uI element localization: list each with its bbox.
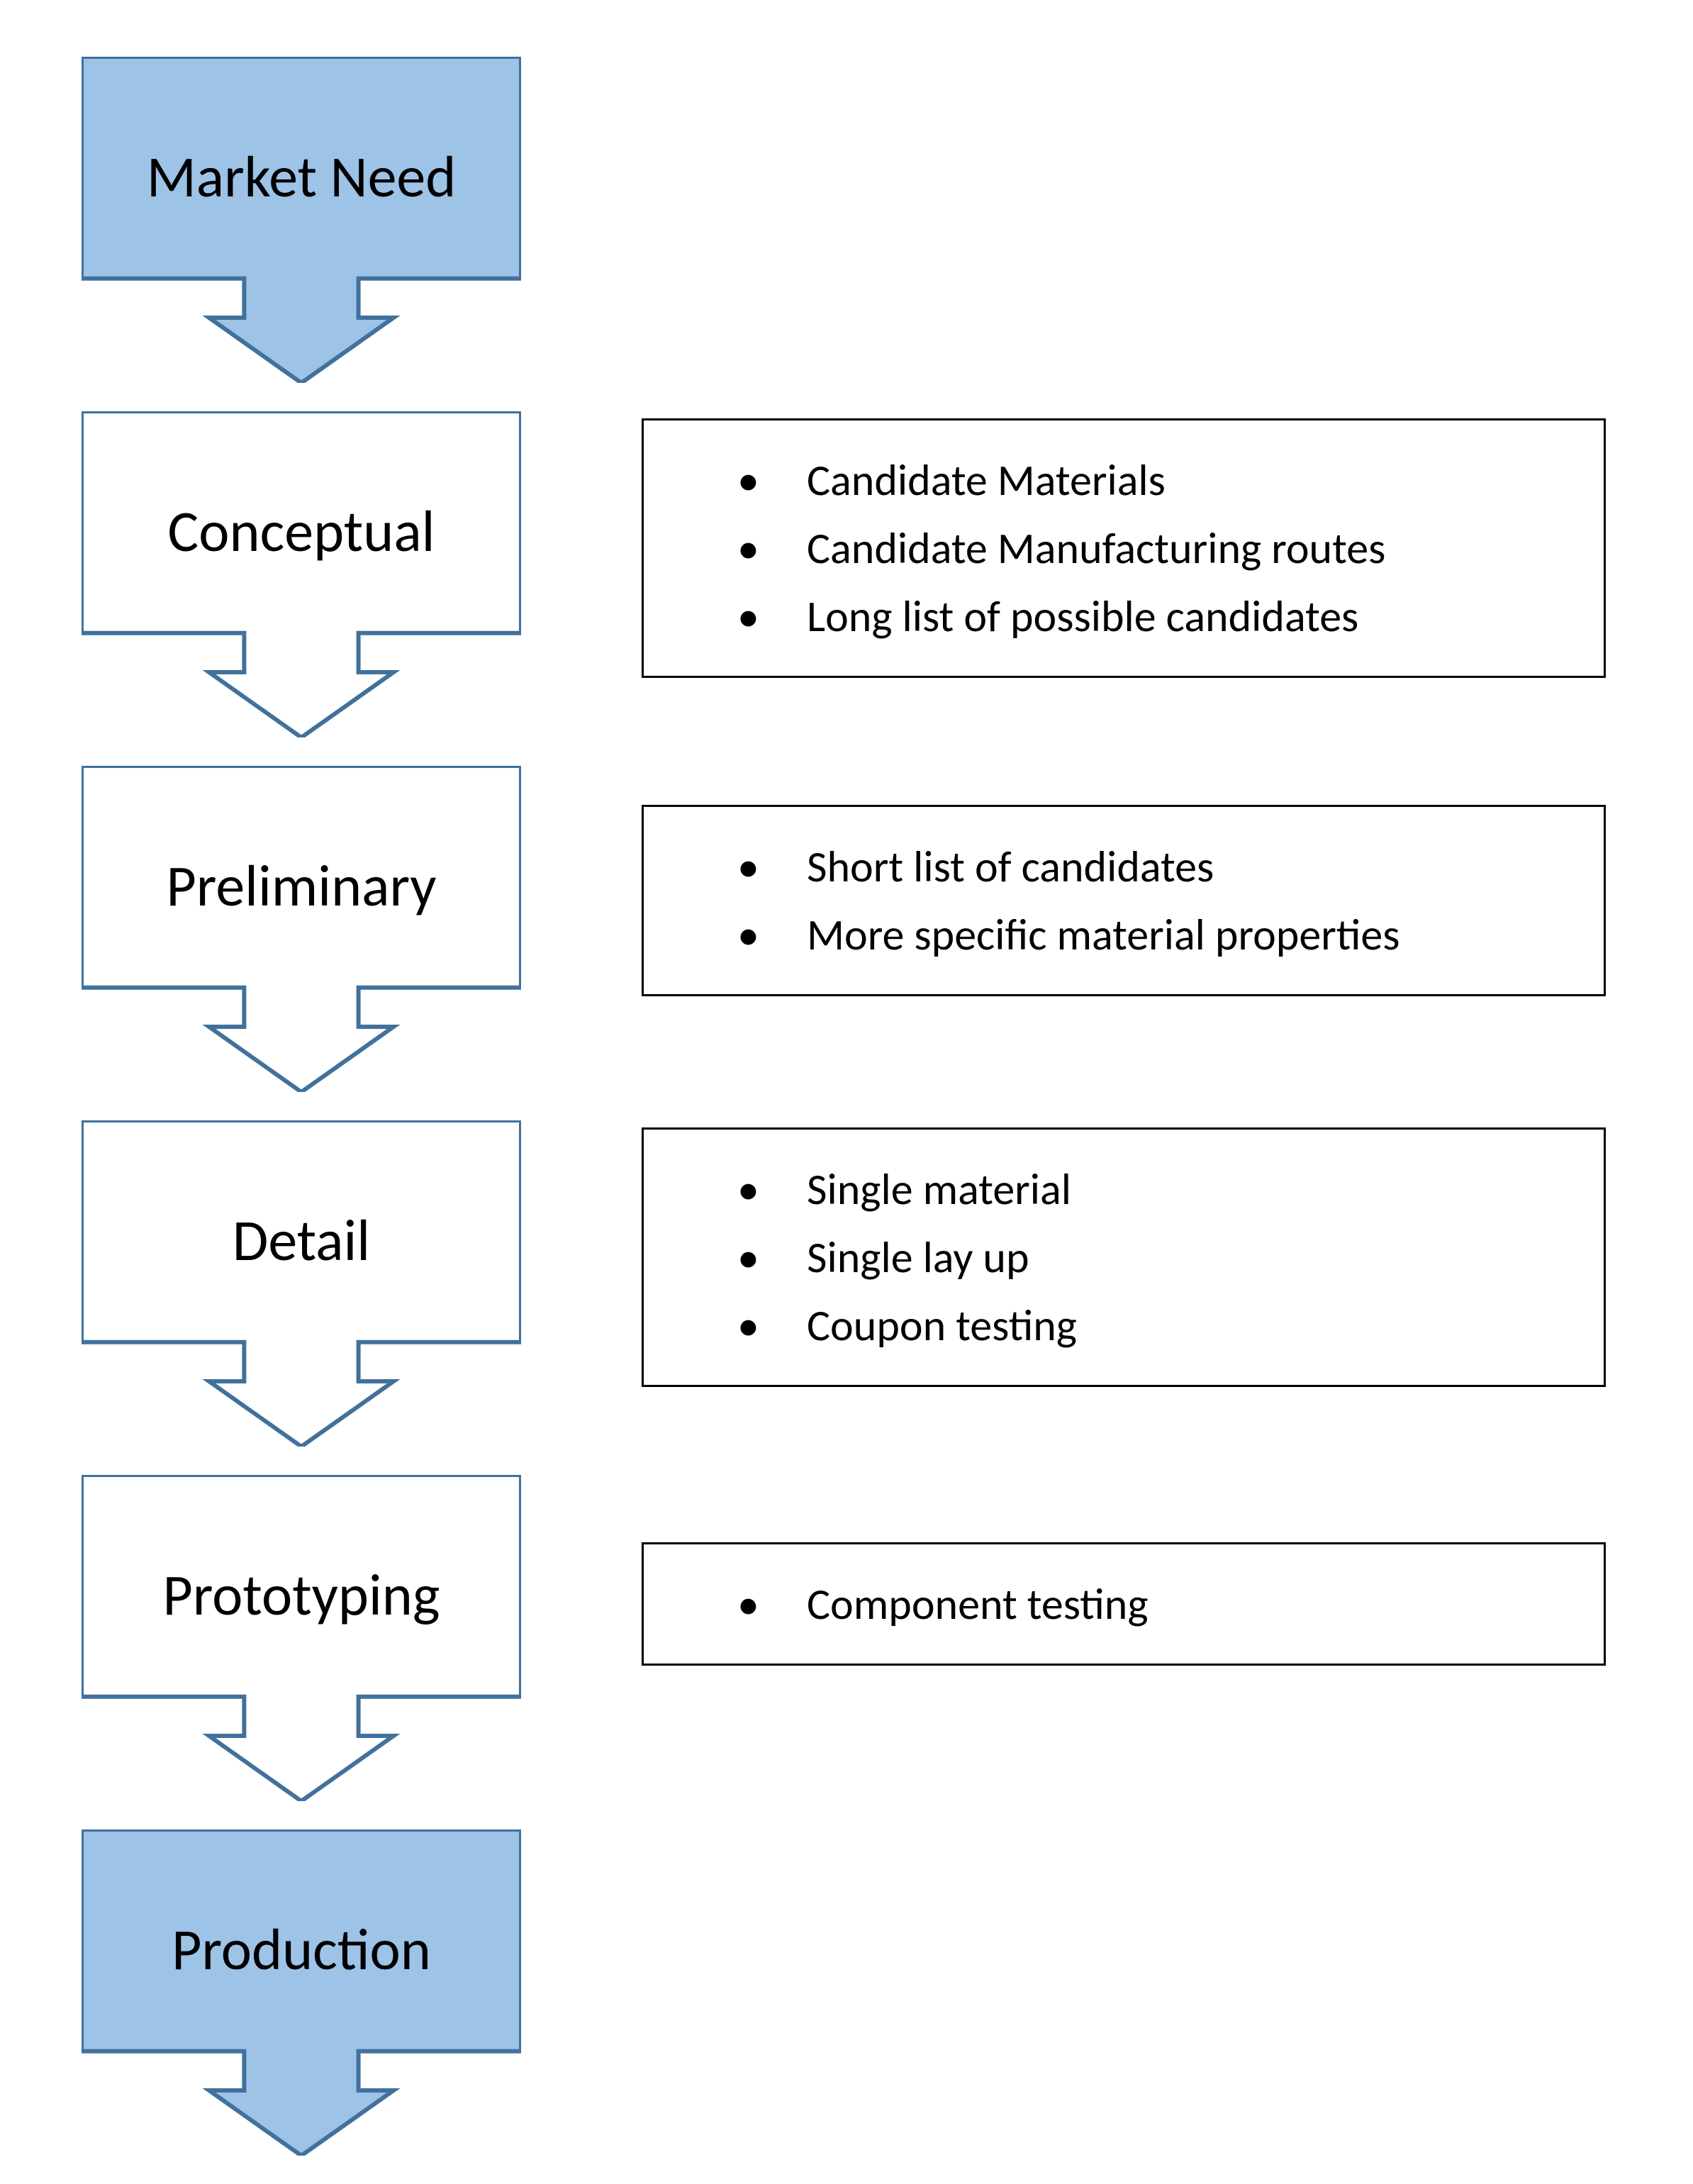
note-item: Candidate Materials xyxy=(722,446,1568,514)
flow-node-conceptual: Conceptual xyxy=(82,411,521,737)
note-box-prototyping: Component testing xyxy=(642,1542,1606,1666)
flow-node-preliminary: Preliminary xyxy=(82,766,521,1092)
note-item: Single material xyxy=(722,1155,1568,1223)
flowchart-canvas: Market Need Conceptual Candidate Materials… xyxy=(0,0,1693,2184)
flow-node-label: Preliminary xyxy=(82,851,521,922)
flow-node-production: Production xyxy=(82,1829,521,2156)
flow-node-detail: Detail xyxy=(82,1120,521,1447)
note-item: Long list of possible candidates xyxy=(722,582,1568,650)
note-item: Single lay up xyxy=(722,1223,1568,1291)
note-item: Candidate Manufacturing routes xyxy=(722,514,1568,582)
note-item: Short list of candidates xyxy=(722,832,1568,901)
flow-node-label: Detail xyxy=(82,1205,521,1276)
note-list: Candidate MaterialsCandidate Manufacturi… xyxy=(722,446,1568,650)
note-item: Coupon testing xyxy=(722,1291,1568,1359)
flow-node-label: Conceptual xyxy=(82,496,521,567)
down-arrow-callout-icon xyxy=(82,766,521,1092)
flow-node-label: Market Need xyxy=(82,142,521,213)
note-list: Single materialSingle lay upCoupon testi… xyxy=(722,1155,1568,1359)
note-list: Short list of candidatesMore specific ma… xyxy=(722,832,1568,969)
note-item: Component testing xyxy=(722,1570,1568,1638)
down-arrow-callout-icon xyxy=(82,1475,521,1801)
down-arrow-callout-icon xyxy=(82,57,521,383)
note-box-conceptual: Candidate MaterialsCandidate Manufacturi… xyxy=(642,418,1606,678)
note-box-preliminary: Short list of candidatesMore specific ma… xyxy=(642,805,1606,996)
flow-node-prototyping: Prototyping xyxy=(82,1475,521,1801)
down-arrow-callout-icon xyxy=(82,1829,521,2156)
down-arrow-callout-icon xyxy=(82,1120,521,1447)
flow-node-label: Production xyxy=(82,1915,521,1985)
note-box-detail: Single materialSingle lay upCoupon testi… xyxy=(642,1127,1606,1387)
note-item: More specific material properties xyxy=(722,901,1568,969)
flow-node-label: Prototyping xyxy=(82,1560,521,1631)
flow-node-market-need: Market Need xyxy=(82,57,521,383)
note-list: Component testing xyxy=(722,1570,1568,1638)
down-arrow-callout-icon xyxy=(82,411,521,737)
